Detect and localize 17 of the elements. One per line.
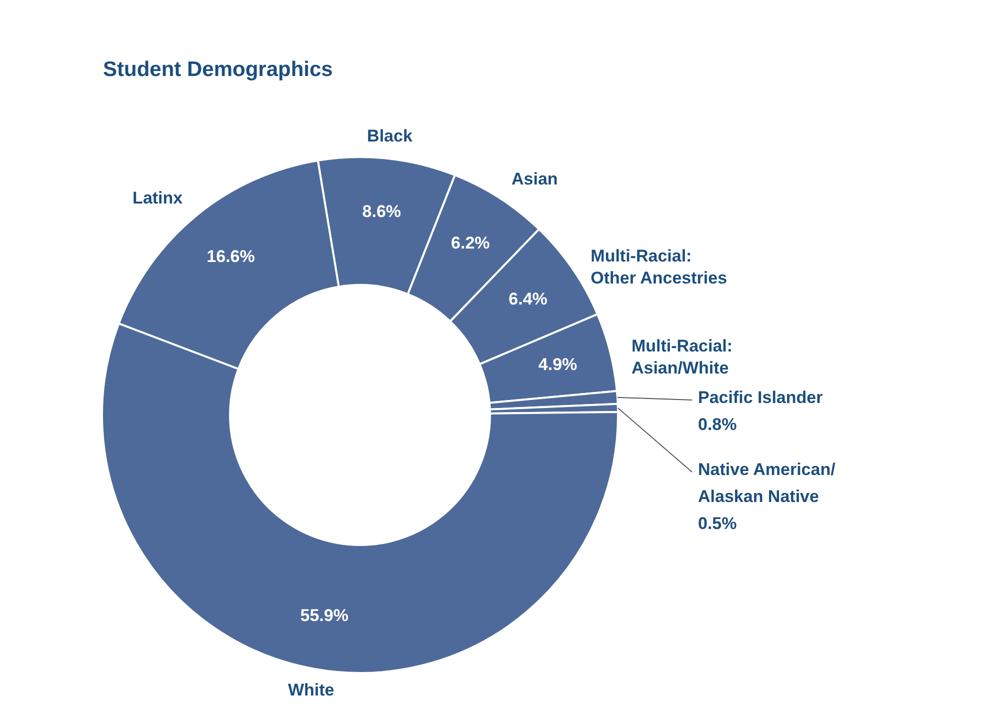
- data-label: 8.6%: [362, 202, 402, 222]
- data-label: 16.6%: [206, 247, 255, 266]
- chart-title: Student Demographics: [103, 58, 333, 81]
- slice-label: Pacific Islander: [698, 388, 824, 407]
- slice-label: Black: [367, 126, 413, 146]
- slice-label: White: [288, 680, 334, 700]
- data-label: 4.9%: [538, 355, 578, 374]
- data-label: 6.4%: [508, 289, 548, 308]
- data-label: 6.2%: [451, 233, 490, 252]
- slice-label: Multi-Racial: Other Ancestries: [590, 246, 728, 288]
- slice-label: Asian: [512, 170, 558, 189]
- slice-label: Native American/ Alaskan Native: [698, 460, 836, 506]
- data-label: 0.5%: [698, 514, 737, 533]
- slice-label: Multi-Racial: Asian/White: [631, 336, 733, 378]
- slice-label: Latinx: [132, 188, 184, 208]
- data-label: 55.9%: [300, 606, 348, 625]
- data-label: 0.8%: [698, 415, 737, 434]
